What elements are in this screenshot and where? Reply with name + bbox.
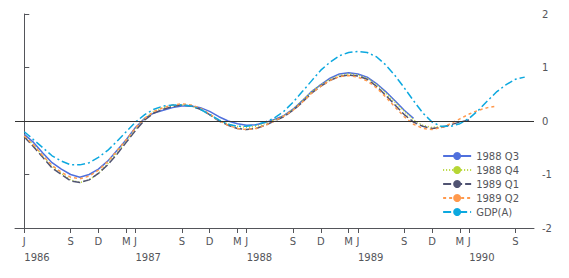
svg-text:-2: -2 <box>542 223 552 234</box>
svg-text:0: 0 <box>542 116 548 127</box>
svg-text:J: J <box>467 236 471 247</box>
svg-text:1989 Q1: 1989 Q1 <box>476 179 519 190</box>
svg-text:M: M <box>233 236 242 247</box>
svg-text:-1: -1 <box>542 169 552 180</box>
svg-text:D: D <box>428 236 436 247</box>
svg-text:1: 1 <box>542 62 548 73</box>
svg-text:1990: 1990 <box>469 252 494 263</box>
svg-text:D: D <box>317 236 325 247</box>
svg-text:1988 Q4: 1988 Q4 <box>476 165 519 176</box>
svg-text:D: D <box>206 236 214 247</box>
svg-text:S: S <box>401 236 407 247</box>
svg-text:M: M <box>344 236 353 247</box>
svg-text:1986: 1986 <box>24 252 49 263</box>
svg-text:S: S <box>179 236 185 247</box>
svg-text:1987: 1987 <box>135 252 160 263</box>
svg-text:1988: 1988 <box>247 252 272 263</box>
svg-text:M: M <box>122 236 131 247</box>
svg-text:1988 Q3: 1988 Q3 <box>476 151 519 162</box>
svg-text:J: J <box>133 236 137 247</box>
svg-text:2: 2 <box>542 9 548 20</box>
svg-text:J: J <box>22 236 26 247</box>
svg-text:J: J <box>355 236 359 247</box>
svg-text:D: D <box>95 236 103 247</box>
svg-text:1989 Q2: 1989 Q2 <box>476 193 519 204</box>
svg-text:S: S <box>290 236 296 247</box>
svg-text:S: S <box>512 236 518 247</box>
svg-text:J: J <box>244 236 248 247</box>
svg-text:1989: 1989 <box>358 252 383 263</box>
svg-text:M: M <box>456 236 465 247</box>
svg-text:GDP(A): GDP(A) <box>476 207 512 218</box>
svg-text:S: S <box>67 236 73 247</box>
